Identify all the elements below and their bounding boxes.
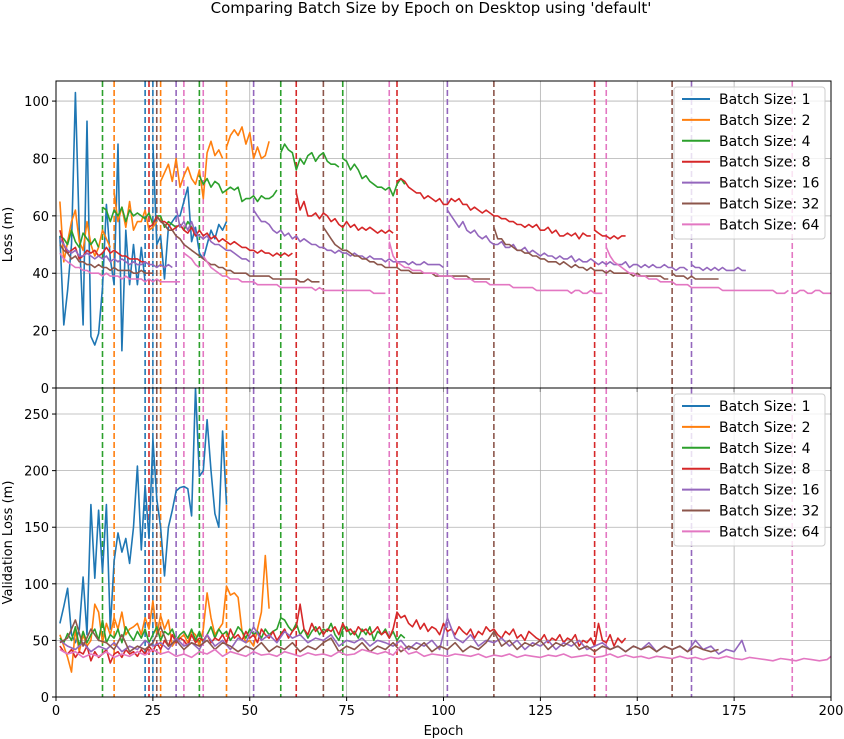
legend-entry: Batch Size: 16 (719, 483, 820, 499)
legend-entry: Batch Size: 16 (719, 176, 820, 192)
series-line (594, 229, 626, 240)
figure-title: Comparing Batch Size by Epoch on Desktop… (211, 0, 652, 17)
y-tick-label: 80 (32, 152, 49, 167)
series-line (59, 603, 627, 664)
x-axis-label: Epoch (424, 724, 464, 739)
y-tick-label: 40 (32, 267, 49, 282)
series-line (691, 263, 746, 272)
series-line (59, 554, 270, 673)
x-tick-label: 0 (52, 704, 60, 719)
y-tick-label: 20 (32, 325, 49, 340)
series-line (342, 157, 406, 197)
series-line (605, 247, 789, 295)
x-tick-label: 25 (145, 704, 162, 719)
x-tick-label: 50 (241, 704, 258, 719)
series-line (59, 252, 180, 283)
series-line (59, 388, 228, 644)
series-line (792, 289, 831, 295)
series-line (198, 175, 278, 203)
loss-legend: Batch Size: 1 Batch Size: 2 Batch Size: 4 B… (673, 86, 826, 240)
y-tick-label: 0 (41, 382, 49, 397)
x-tick-label: 175 (722, 704, 747, 719)
series-line (175, 207, 251, 263)
legend-box (673, 86, 826, 240)
series-line (59, 229, 100, 249)
loss-ylabel: Loss (m) (1, 207, 16, 262)
legend-entry: Batch Size: 2 (719, 420, 811, 436)
legend-entry: Batch Size: 64 (719, 524, 820, 540)
series-line (59, 645, 831, 662)
series-line (388, 241, 603, 295)
series-line (159, 140, 224, 200)
series-line (446, 209, 689, 272)
validation-loss-axes: 0 50 100 150 200 250 0 25 50 75 100 125 150 175 200 Val… (1, 387, 844, 739)
legend-entry: Batch Size: 2 (719, 113, 811, 129)
series-line (152, 144, 228, 280)
y-tick-label: 50 (32, 634, 49, 649)
legend-entry: Batch Size: 8 (719, 155, 811, 171)
series-line (59, 238, 173, 269)
x-tick-label: 150 (625, 704, 650, 719)
legend-entry: Batch Size: 4 (719, 441, 811, 457)
loss-vlines (101, 81, 794, 388)
loss-series (59, 91, 831, 352)
series-line (280, 143, 340, 171)
series-line (202, 255, 386, 295)
series-line (225, 126, 270, 160)
validation-loss-series (59, 388, 831, 673)
y-tick-label: 100 (24, 95, 49, 110)
x-tick-label: 125 (528, 704, 553, 719)
x-tick-label: 75 (338, 704, 355, 719)
series-line (59, 619, 719, 653)
y-tick-label: 200 (24, 465, 49, 480)
legend-entry: Batch Size: 32 (719, 504, 819, 520)
series-line (183, 252, 200, 269)
y-tick-label: 150 (24, 521, 49, 536)
series-line (156, 215, 320, 283)
series-line (295, 192, 394, 234)
legend-entry: Batch Size: 1 (719, 399, 811, 415)
legend-entry: Batch Size: 4 (719, 134, 811, 150)
series-line (322, 226, 490, 280)
y-tick-label: 0 (41, 691, 49, 706)
validation-loss-legend: Batch Size: 1 Batch Size: 2 Batch Size: 4 B… (673, 393, 826, 547)
series-line (148, 215, 293, 257)
y-tick-label: 250 (24, 408, 49, 423)
y-tick-label: 60 (32, 210, 49, 225)
series-line (252, 209, 444, 269)
legend-entry: Batch Size: 32 (719, 197, 819, 213)
x-tick-label: 200 (819, 704, 844, 719)
legend-entry: Batch Size: 64 (719, 217, 820, 233)
series-line (59, 229, 146, 263)
series-line (671, 272, 719, 280)
series-line (493, 227, 669, 280)
series-line (396, 177, 591, 240)
legend-entry: Batch Size: 1 (719, 92, 811, 108)
series-line (59, 244, 153, 274)
legend-entry: Batch Size: 8 (719, 462, 811, 478)
y-tick-label: 100 (24, 578, 49, 593)
validation-loss-ylabel: Validation Loss (m) (1, 481, 16, 605)
series-line (59, 617, 406, 647)
legend-box (673, 393, 826, 547)
x-tick-label: 100 (431, 704, 456, 719)
